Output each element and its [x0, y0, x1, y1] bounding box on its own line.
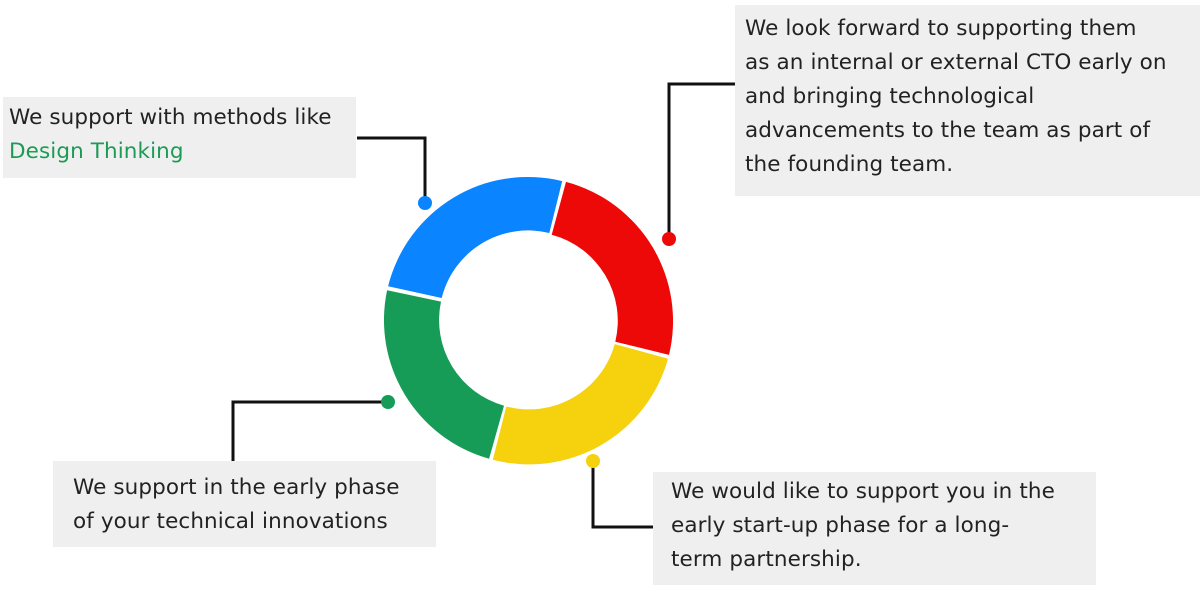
- connector-bottom-left: [231, 400, 387, 461]
- connector-dot-green: [381, 395, 395, 409]
- ring-segment-red: [551, 181, 674, 355]
- callout-top-right: We look forward to supporting them as an…: [735, 5, 1200, 196]
- connector-top-right: [667, 82, 735, 239]
- ring-segment-blue: [388, 176, 563, 298]
- callout-text-line: of your technical innovations: [73, 509, 388, 534]
- callout-text-line: and bringing technological: [745, 84, 1035, 109]
- callout-text-line: We support in the early phase: [73, 475, 400, 500]
- callout-text-line: the founding team.: [745, 152, 954, 177]
- callout-text-line: advancements to the team as part of: [745, 118, 1151, 143]
- connector-dot-blue: [418, 196, 432, 210]
- callout-text-line: We would like to support you in the: [671, 479, 1055, 504]
- callout-bottom-right: We would like to support you in the earl…: [653, 472, 1096, 585]
- callout-bottom-left: We support in the early phase of your te…: [53, 461, 436, 547]
- donut-ring: [383, 176, 674, 465]
- callout-text-line: early start-up phase for a long-: [671, 513, 1010, 538]
- callout-top-left: We support with methods like Design Thin…: [3, 97, 356, 178]
- connector-dot-red: [662, 232, 676, 246]
- design-thinking-link[interactable]: Design Thinking: [9, 139, 184, 164]
- callout-text-line: We look forward to supporting them: [745, 16, 1137, 41]
- connector-dots: [381, 196, 676, 468]
- connector-bottom-right: [591, 461, 653, 529]
- ring-segment-yellow: [492, 344, 668, 465]
- connector-dot-yellow: [586, 454, 600, 468]
- ring-segment-green: [383, 290, 504, 459]
- callout-text-line: We support with methods like: [9, 105, 332, 130]
- callout-text-line: as an internal or external CTO early on: [745, 50, 1167, 75]
- connector-top-left: [357, 136, 427, 203]
- callout-text-line: term partnership.: [671, 547, 862, 572]
- connectors: [231, 82, 735, 529]
